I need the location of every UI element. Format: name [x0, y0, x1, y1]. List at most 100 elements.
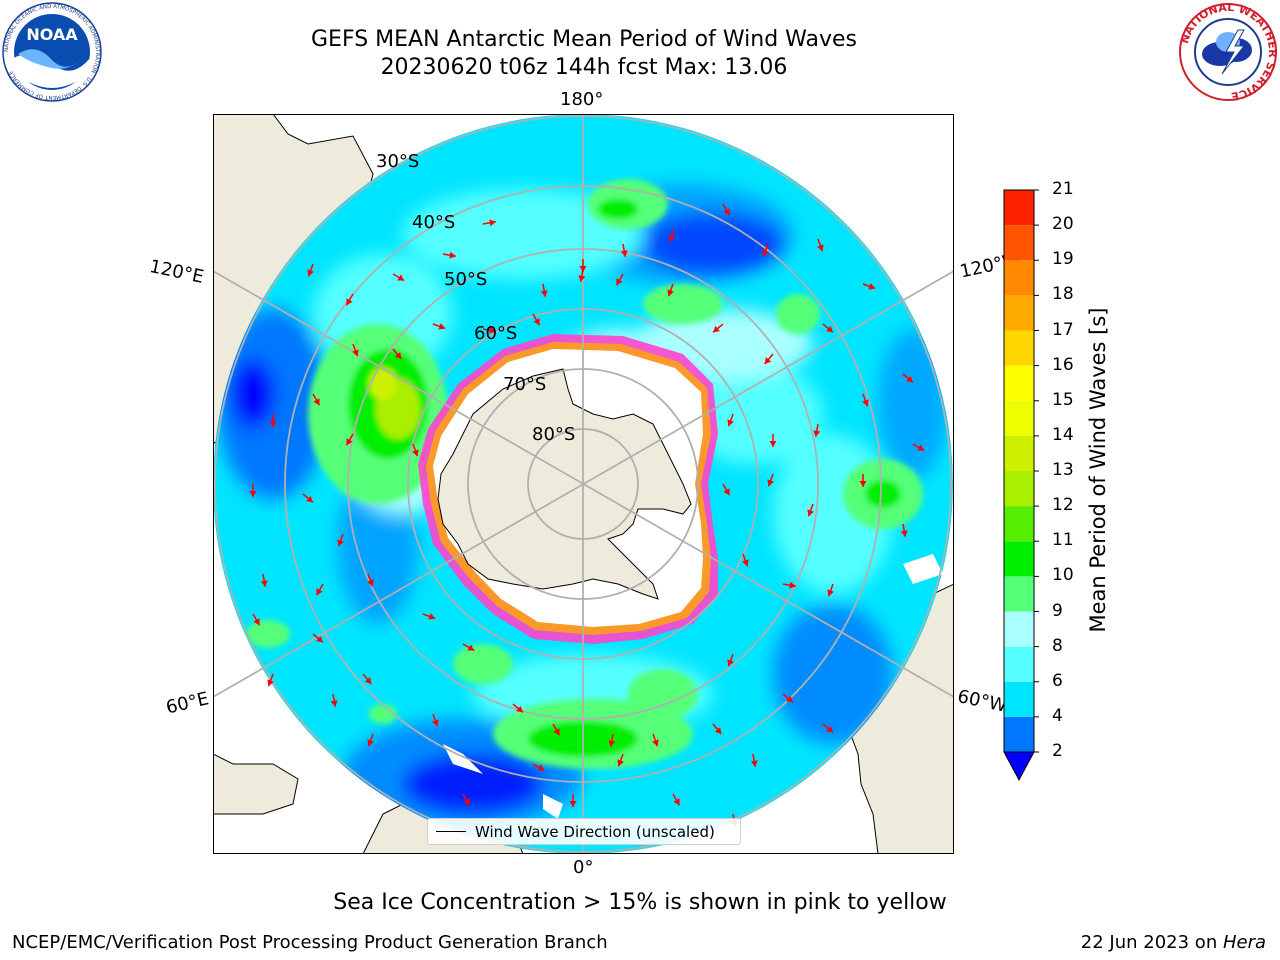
wind-arrow [482, 219, 496, 227]
lon-label-120e: 120°E [147, 256, 206, 288]
wind-arrow [512, 703, 524, 713]
colorbar-tick-label: 8 [1052, 635, 1063, 656]
colorbar-tick-label: 15 [1052, 389, 1074, 410]
wind-arrow [352, 343, 359, 357]
antarctica [437, 368, 692, 600]
wind-arrow [615, 273, 624, 286]
wind-arrow [315, 583, 324, 596]
wind-arrow [267, 673, 274, 687]
wind-arrow [668, 228, 676, 242]
wind-arrow [742, 553, 749, 567]
wind-arrow [432, 323, 446, 330]
lat-label-70s: 70°S [503, 374, 547, 395]
wind-arrow [578, 268, 586, 282]
wind-arrow [767, 473, 774, 487]
sea-ice-note: Sea Ice Concentration > 15% is shown in … [333, 890, 947, 915]
wind-arrow [260, 573, 268, 587]
colorbar-band [1004, 681, 1034, 717]
wind-arrow [330, 693, 338, 707]
wind-arrow [552, 723, 561, 736]
colorbar-band [1004, 435, 1034, 471]
colorbar-tick-label: 20 [1052, 214, 1074, 235]
colorbar-band [1004, 611, 1034, 647]
wind-arrow [769, 434, 777, 447]
map-canvas [213, 114, 954, 854]
wind-arrow [813, 423, 821, 437]
colorbar-tick-label: 4 [1052, 705, 1063, 726]
colorbar-tick-label: 6 [1052, 670, 1063, 691]
wind-arrow [750, 753, 758, 767]
wind-arrow [345, 293, 354, 306]
lat-label-60s: 60°S [474, 323, 518, 344]
wind-arrow [900, 523, 908, 537]
footer-date: 22 Jun 2023 on Hera [1081, 932, 1266, 953]
wind-arrow [412, 443, 419, 457]
wind-arrow [249, 484, 257, 497]
lat-label-40s: 40°S [412, 212, 456, 233]
wind-arrow [367, 573, 374, 587]
wind-arrow [432, 713, 439, 727]
wind-arrow [859, 474, 867, 487]
colorbar-tick-label: 2 [1052, 741, 1063, 761]
wind-arrow [312, 633, 324, 643]
lon-label-60e: 60°E [164, 688, 211, 719]
wind-arrow [312, 393, 321, 406]
wind-arrow [252, 613, 261, 626]
wind-arrow [442, 251, 456, 259]
wind-arrow [532, 763, 545, 772]
wind-arrow [337, 533, 344, 547]
wind-arrow [782, 693, 794, 703]
colorbar-tick-label: 17 [1052, 319, 1074, 340]
colorbar-tick-label: 21 [1052, 179, 1074, 199]
colorbar-band [1004, 260, 1034, 296]
colorbar-band [1004, 365, 1034, 401]
colorbar-tick-label: 11 [1052, 530, 1074, 551]
colorbar-tick-label: 10 [1052, 565, 1074, 586]
wind-arrow [392, 348, 402, 360]
wind-arrow [269, 414, 277, 427]
colorbar-band [1004, 576, 1034, 612]
colorbar-band [1004, 506, 1034, 542]
wind-arrow [302, 493, 314, 503]
colorbar-tick-label: 14 [1052, 424, 1074, 445]
colorbar-tick-label: 13 [1052, 460, 1074, 480]
wind-arrow [827, 583, 834, 597]
wind-arrow [617, 753, 624, 767]
colorbar-band [1004, 541, 1034, 577]
colorbar-label: Mean Period of Wind Waves [s] [1086, 307, 1110, 633]
wind-arrow [822, 323, 834, 333]
wind-arrow [462, 793, 471, 806]
wind-arrow [482, 326, 496, 334]
wind-arrow [422, 613, 436, 620]
wind-arrows [249, 203, 925, 854]
noaa-logo-text: NOAA [26, 25, 78, 44]
map-legend: Wind Wave Direction (unscaled) [427, 818, 741, 845]
lat-label-50s: 50°S [444, 269, 488, 290]
colorbar-band [1004, 225, 1034, 261]
lon-label-0: 0° [573, 857, 594, 878]
wind-arrow [807, 503, 814, 517]
wind-arrow [727, 653, 734, 667]
colorbar-band [1004, 716, 1034, 752]
colorbar-tick-label: 12 [1052, 495, 1074, 516]
chart-subtitle: 20230620 t06z 144h fcst Max: 13.06 [380, 55, 788, 80]
lon-label-180: 180° [560, 89, 604, 110]
lat-label-80s: 80°S [532, 424, 576, 445]
wind-arrow [722, 483, 731, 496]
chart-title: GEFS MEAN Antarctic Mean Period of Wind … [311, 27, 857, 52]
legend-line-sample [436, 831, 466, 832]
colorbar-band [1004, 295, 1034, 331]
wind-arrow [912, 443, 925, 452]
wind-arrow [712, 323, 724, 333]
wind-arrow [902, 373, 914, 383]
colorbar-band [1004, 471, 1034, 507]
wind-arrow [608, 733, 616, 747]
colorbar [1003, 189, 1039, 782]
wind-arrow [764, 353, 774, 365]
wind-arrow [462, 643, 475, 652]
colorbar-tick-label: 18 [1052, 284, 1074, 305]
wind-arrow [532, 313, 541, 326]
wind-arrow [569, 794, 577, 807]
colorbar-band [1004, 190, 1034, 226]
colorbar-tick-label: 19 [1052, 249, 1074, 270]
